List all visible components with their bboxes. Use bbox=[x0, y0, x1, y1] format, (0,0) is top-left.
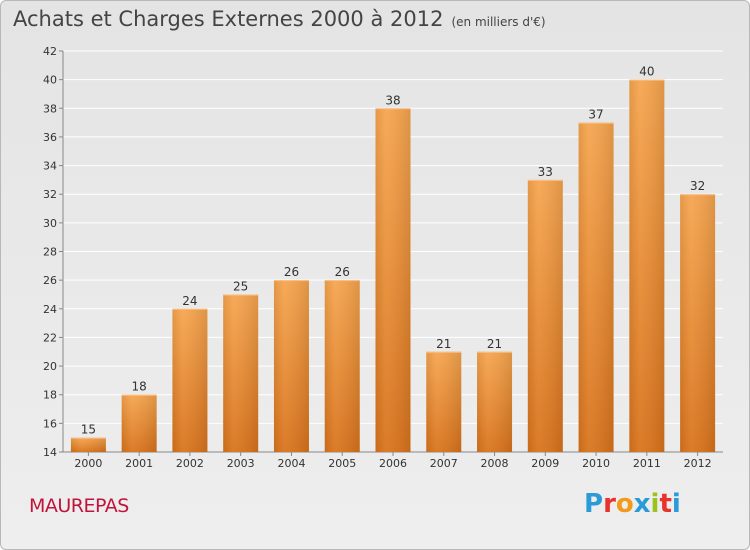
y-tick-label: 42 bbox=[43, 45, 57, 58]
x-tick-label: 2001 bbox=[125, 457, 153, 470]
data-label: 18 bbox=[132, 380, 147, 394]
chart-title-block: Achats et Charges Externes 2000 à 2012 (e… bbox=[13, 7, 546, 31]
bar-shade bbox=[527, 179, 563, 452]
y-tick-label: 38 bbox=[43, 102, 57, 115]
data-label: 25 bbox=[233, 279, 248, 293]
data-label: 38 bbox=[385, 93, 400, 107]
y-tick-label: 30 bbox=[43, 217, 57, 230]
bars bbox=[70, 79, 716, 453]
proxiti-logo: Proxiti bbox=[584, 489, 681, 519]
chart-unit: (en milliers d'€) bbox=[451, 15, 546, 29]
logo-letter: t bbox=[659, 489, 672, 519]
y-tick-label: 14 bbox=[43, 446, 57, 459]
bar-shade bbox=[375, 108, 411, 453]
bar-shade bbox=[273, 280, 309, 452]
y-tick-label: 16 bbox=[43, 417, 57, 430]
logo-letter: i bbox=[650, 489, 660, 519]
bar-shade bbox=[629, 79, 665, 453]
logo-letter: r bbox=[603, 489, 616, 519]
logo-letter: x bbox=[633, 489, 651, 519]
bar-shade bbox=[121, 394, 157, 452]
data-label: 21 bbox=[487, 337, 502, 351]
logo-letter: o bbox=[615, 489, 634, 519]
bar-shade bbox=[223, 294, 259, 452]
y-tick-label: 20 bbox=[43, 360, 57, 373]
chart-title: Achats et Charges Externes 2000 à 2012 bbox=[13, 7, 444, 31]
y-tick-label: 18 bbox=[43, 389, 57, 402]
bar-shade bbox=[477, 351, 513, 452]
town-name: MAUREPAS bbox=[29, 495, 129, 517]
x-tick-label: 2010 bbox=[582, 457, 610, 470]
bar-shade bbox=[578, 122, 614, 452]
data-label: 32 bbox=[690, 179, 705, 193]
x-tick-label: 2004 bbox=[277, 457, 305, 470]
bar-shade bbox=[426, 351, 462, 452]
data-label: 37 bbox=[588, 108, 603, 122]
y-tick-label: 34 bbox=[43, 160, 57, 173]
y-tick-label: 22 bbox=[43, 331, 57, 344]
bar-shade bbox=[680, 194, 716, 452]
y-tick-label: 36 bbox=[43, 131, 57, 144]
x-tick-label: 2006 bbox=[379, 457, 407, 470]
data-label: 33 bbox=[538, 165, 553, 179]
data-label: 21 bbox=[436, 337, 451, 351]
data-label: 24 bbox=[182, 294, 197, 308]
x-tick-label: 2002 bbox=[176, 457, 204, 470]
logo-letter: i bbox=[671, 489, 681, 519]
y-tick-label: 32 bbox=[43, 188, 57, 201]
bar-shade bbox=[324, 280, 360, 452]
x-tick-label: 2003 bbox=[227, 457, 255, 470]
y-tick-label: 28 bbox=[43, 246, 57, 259]
x-tick-label: 2000 bbox=[74, 457, 102, 470]
data-label: 26 bbox=[284, 265, 299, 279]
x-tick-label: 2008 bbox=[481, 457, 509, 470]
x-tick-label: 2007 bbox=[430, 457, 458, 470]
x-tick-label: 2012 bbox=[684, 457, 712, 470]
bar-shade bbox=[70, 437, 106, 452]
logo-letter: P bbox=[584, 489, 604, 519]
data-label: 40 bbox=[639, 65, 654, 79]
bar-shade bbox=[172, 308, 208, 452]
x-tick-label: 2005 bbox=[328, 457, 356, 470]
y-tick-label: 26 bbox=[43, 274, 57, 287]
data-label: 15 bbox=[81, 423, 96, 437]
y-tick-label: 24 bbox=[43, 303, 57, 316]
x-tick-label: 2011 bbox=[633, 457, 661, 470]
data-label: 26 bbox=[335, 265, 350, 279]
y-tick-label: 40 bbox=[43, 74, 57, 87]
x-tick-label: 2009 bbox=[531, 457, 559, 470]
labels: 14 16 18 20 22 24 26 28 30 32 34 36 38 40 42 15 2000 18 20… bbox=[43, 45, 712, 470]
